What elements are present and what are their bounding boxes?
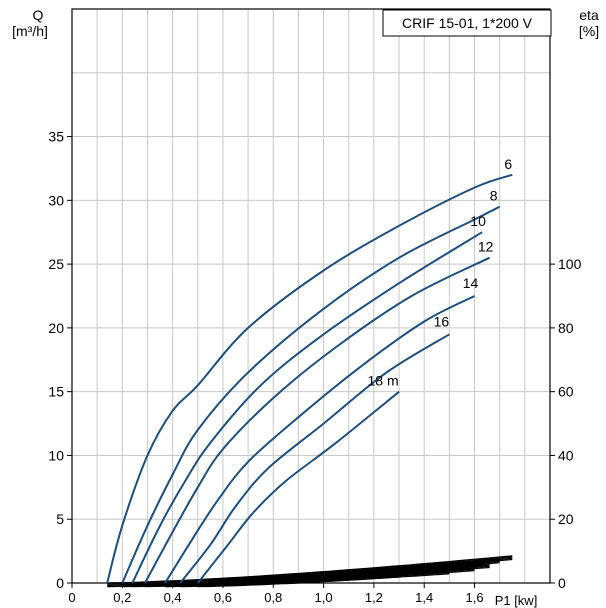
x-tick-label: 1,6 [465,590,483,605]
y-right-tick-label: 40 [558,447,574,463]
y-left-tick-label: 0 [56,575,64,591]
chart-title: CRIF 15-01, 1*200 V [402,15,533,31]
efficiency-curve [197,575,400,586]
series-line-16 [179,333,450,584]
x-tick-label: 1,2 [365,590,383,605]
series-line-8 [121,205,501,584]
series-label: 16 [434,313,450,329]
efficiency-curve [197,574,400,585]
series-label: 6 [504,156,512,172]
plot-frame [71,8,551,584]
series-line-12 [144,256,491,584]
grid [72,9,550,583]
y-right-tick-label: 60 [558,384,574,400]
efficiency-curve [197,576,400,588]
y-left-axis-unit: [m³/h] [12,23,48,39]
y-left-tick-label: 25 [48,256,64,272]
series-line-14 [164,295,475,584]
efficiency-curve [197,572,400,584]
y-right-tick-label: 0 [558,575,566,591]
y-left-tick-label: 35 [48,129,64,145]
series-line-18m [197,390,400,584]
series-line-10 [131,231,483,584]
series-label: 12 [478,239,494,255]
y-left-tick-label: 20 [48,320,64,336]
x-axis-label: P1 [kw] [495,593,538,608]
series-line-6 [106,173,513,584]
x-tick-label: 1,0 [315,590,333,605]
y-right-tick-label: 20 [558,511,574,527]
title-box-frame [382,9,552,37]
series-label: 18 m [367,373,398,389]
efficiency-curves [107,555,513,588]
x-tick-label: 0,8 [264,590,282,605]
y-right-tick-label: 100 [558,256,582,272]
x-tick-label: 0,2 [113,590,131,605]
y-left-tick-label: 15 [48,384,64,400]
x-tick-label: 1,4 [415,590,433,605]
series-label: 10 [470,213,486,229]
y-left-tick-label: 5 [56,511,64,527]
ticks: 0 0,2 0,4 0,6 0,8 1,0 1,2 1,4 1,6 0 5 10 15 20 25 30 35 0… [48,129,581,605]
x-tick-label: 0,6 [214,590,232,605]
y-right-axis-name: eta [579,7,599,23]
efficiency-curve [144,563,490,584]
y-left-tick-label: 30 [48,192,64,208]
y-left-axis-name: Q [33,7,44,23]
x-tick-label: 0,4 [164,590,182,605]
series-label: 8 [490,188,498,204]
y-right-axis-unit: [%] [579,23,599,39]
series-label: 14 [463,275,479,291]
y-left-tick-label: 10 [48,447,64,463]
y-right-tick-label: 80 [558,320,574,336]
title-box: CRIF 15-01, 1*200 V [382,9,552,37]
x-tick-label: 0 [68,590,75,605]
